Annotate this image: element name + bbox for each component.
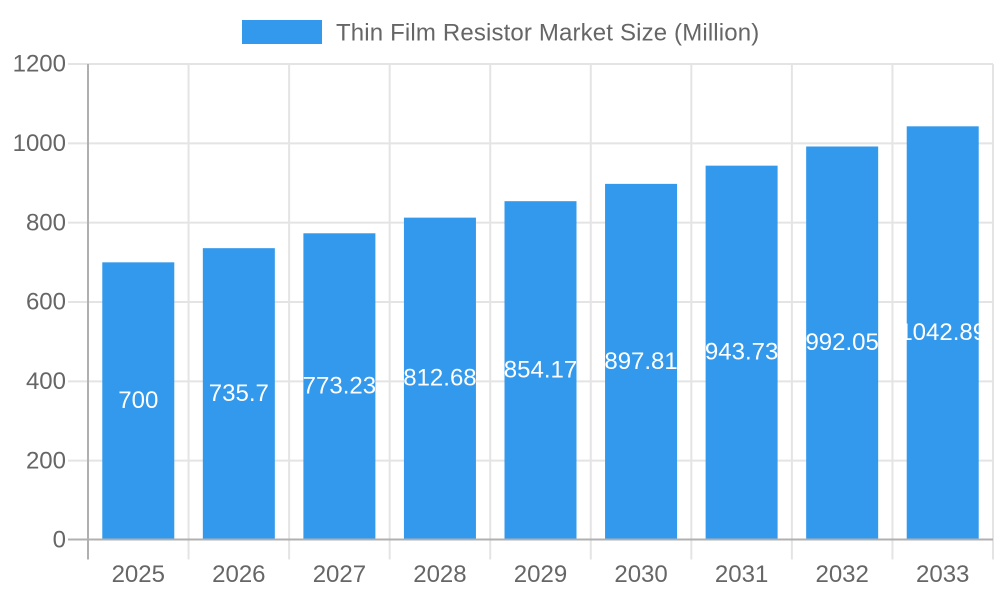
svg-text:1042.89: 1042.89 — [899, 319, 986, 346]
svg-text:2026: 2026 — [212, 561, 265, 588]
svg-text:0: 0 — [53, 527, 66, 554]
svg-text:200: 200 — [26, 447, 66, 474]
svg-text:600: 600 — [26, 289, 66, 316]
svg-text:2030: 2030 — [614, 561, 667, 588]
svg-text:854.17: 854.17 — [504, 357, 577, 384]
svg-text:2027: 2027 — [313, 561, 366, 588]
svg-text:2025: 2025 — [112, 561, 165, 588]
svg-text:2028: 2028 — [413, 561, 466, 588]
svg-text:773.23: 773.23 — [303, 373, 376, 400]
svg-text:735.7: 735.7 — [209, 380, 269, 407]
svg-text:2033: 2033 — [916, 561, 969, 588]
svg-text:992.05: 992.05 — [805, 329, 878, 356]
svg-text:2032: 2032 — [815, 561, 868, 588]
svg-text:2031: 2031 — [715, 561, 768, 588]
svg-text:2029: 2029 — [514, 561, 567, 588]
svg-text:700: 700 — [118, 387, 158, 414]
svg-text:400: 400 — [26, 368, 66, 395]
svg-text:943.73: 943.73 — [705, 339, 778, 366]
svg-text:1200: 1200 — [13, 51, 66, 78]
svg-text:812.68: 812.68 — [403, 365, 476, 392]
svg-text:1000: 1000 — [13, 130, 66, 157]
svg-text:897.81: 897.81 — [604, 348, 677, 375]
svg-text:800: 800 — [26, 209, 66, 236]
svg-text:Thin Film Resistor Market Size: Thin Film Resistor Market Size (Million) — [336, 20, 759, 47]
